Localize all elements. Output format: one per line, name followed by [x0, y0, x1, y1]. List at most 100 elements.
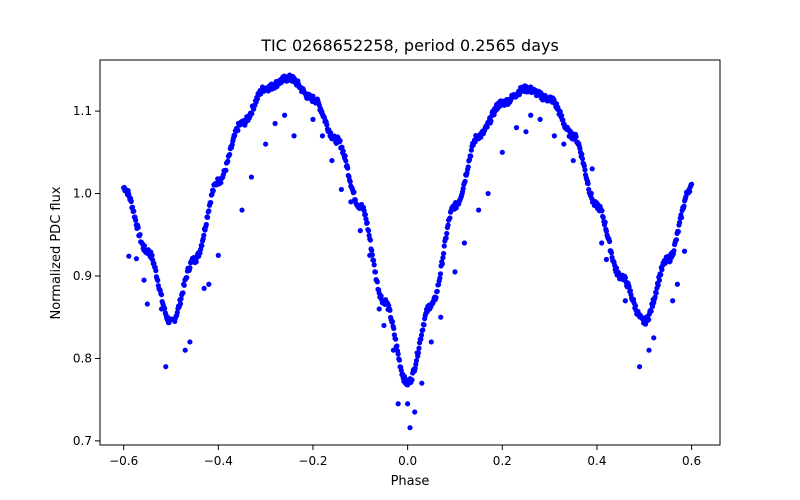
data-point	[622, 298, 628, 304]
data-point	[468, 147, 474, 153]
data-point	[444, 230, 450, 237]
data-point	[673, 237, 680, 243]
data-point	[460, 186, 466, 192]
data-point	[141, 243, 148, 249]
data-point	[357, 228, 363, 234]
x-axis-ticks: −0.6 −0.4 −0.2 0.0 0.2 0.4 0.6	[109, 445, 701, 468]
data-point	[232, 132, 238, 139]
data-point	[215, 252, 221, 258]
y-axis-label: Normalized PDC flux	[49, 186, 64, 319]
data-point	[364, 220, 370, 226]
data-point	[439, 261, 445, 267]
data-point	[210, 188, 216, 194]
data-point	[182, 347, 188, 353]
data-point	[409, 377, 415, 383]
data-point	[348, 199, 354, 205]
data-point	[560, 117, 566, 123]
data-point	[561, 141, 567, 147]
data-point	[158, 292, 165, 298]
data-point	[687, 188, 693, 194]
data-point	[177, 301, 184, 307]
data-point	[235, 127, 241, 134]
data-point	[513, 125, 520, 131]
data-point	[606, 238, 613, 245]
data-point	[603, 228, 610, 234]
data-point	[405, 401, 411, 407]
data-point	[528, 112, 534, 118]
data-point	[416, 345, 422, 351]
data-point	[689, 181, 695, 187]
data-point	[485, 190, 491, 197]
data-point	[437, 271, 444, 277]
data-point	[239, 207, 245, 213]
data-point	[441, 243, 447, 249]
data-point	[178, 296, 184, 302]
data-point	[365, 228, 372, 234]
data-point	[128, 198, 134, 205]
data-point	[413, 357, 420, 364]
data-point	[412, 365, 418, 371]
data-point	[579, 156, 586, 162]
data-point	[328, 130, 334, 136]
data-point	[340, 148, 346, 154]
data-point	[452, 269, 458, 275]
data-point	[378, 293, 384, 299]
data-point	[153, 268, 159, 274]
data-point	[227, 151, 233, 158]
data-point	[656, 277, 663, 283]
data-point	[445, 222, 451, 228]
data-point	[342, 153, 348, 159]
data-point	[622, 275, 628, 281]
x-axis-label: Phase	[391, 474, 430, 489]
data-point	[193, 259, 199, 265]
data-point	[345, 165, 351, 171]
data-point	[324, 122, 330, 128]
data-point	[206, 281, 212, 287]
x-tick-label: 0.0	[398, 454, 417, 468]
data-point	[135, 224, 141, 231]
data-point	[646, 347, 652, 353]
data-point	[462, 178, 468, 185]
data-point	[133, 256, 140, 262]
y-tick-label: 0.8	[73, 351, 92, 365]
data-point	[559, 112, 565, 119]
data-point	[418, 336, 424, 342]
data-point	[133, 217, 139, 223]
data-point	[343, 158, 349, 164]
data-point	[412, 409, 418, 415]
data-point	[573, 134, 579, 140]
data-point	[361, 208, 367, 214]
data-point	[407, 425, 413, 431]
data-point	[419, 380, 425, 386]
y-axis-ticks: 0.7 0.8 0.9 1.0 1.1	[73, 104, 100, 448]
data-point	[651, 335, 657, 341]
data-point	[613, 269, 619, 275]
data-point	[281, 112, 288, 118]
chart-title: TIC 0268652258, period 0.2565 days	[260, 36, 559, 55]
data-point	[681, 248, 688, 254]
data-point	[126, 253, 132, 259]
data-point	[180, 290, 186, 296]
data-point	[443, 235, 449, 241]
x-tick-label: −0.2	[298, 454, 327, 468]
data-point	[187, 339, 193, 345]
data-point	[347, 179, 353, 185]
data-point	[149, 252, 155, 259]
data-point	[537, 116, 543, 122]
data-point	[367, 252, 373, 258]
data-point	[329, 157, 335, 164]
data-point	[291, 133, 297, 139]
data-point	[600, 214, 606, 220]
data-point	[582, 167, 588, 173]
data-point	[248, 174, 255, 180]
data-point	[144, 301, 150, 307]
data-point	[648, 308, 654, 314]
data-point	[371, 262, 377, 268]
data-point	[208, 200, 214, 206]
x-tick-label: 0.4	[587, 454, 606, 468]
plot-frame	[99, 59, 721, 446]
data-point	[391, 325, 397, 332]
data-point	[415, 350, 421, 356]
data-point	[201, 285, 207, 291]
